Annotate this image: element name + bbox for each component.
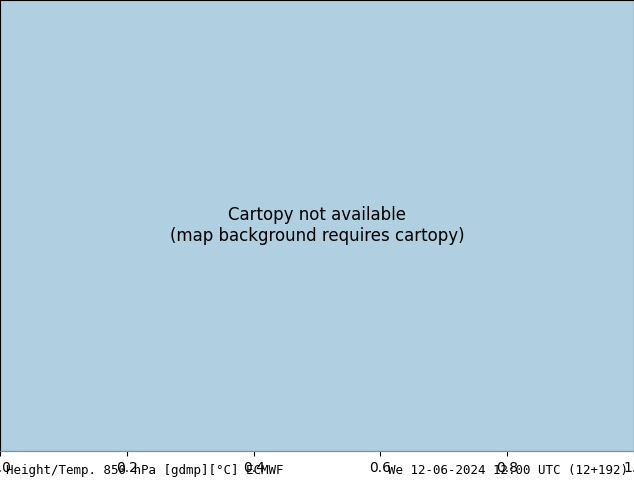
Text: We 12-06-2024 12:00 UTC (12+192): We 12-06-2024 12:00 UTC (12+192) xyxy=(387,464,628,477)
Text: Height/Temp. 850 hPa [gdmp][°C] ECMWF: Height/Temp. 850 hPa [gdmp][°C] ECMWF xyxy=(6,464,284,477)
Text: Cartopy not available
(map background requires cartopy): Cartopy not available (map background re… xyxy=(170,206,464,245)
